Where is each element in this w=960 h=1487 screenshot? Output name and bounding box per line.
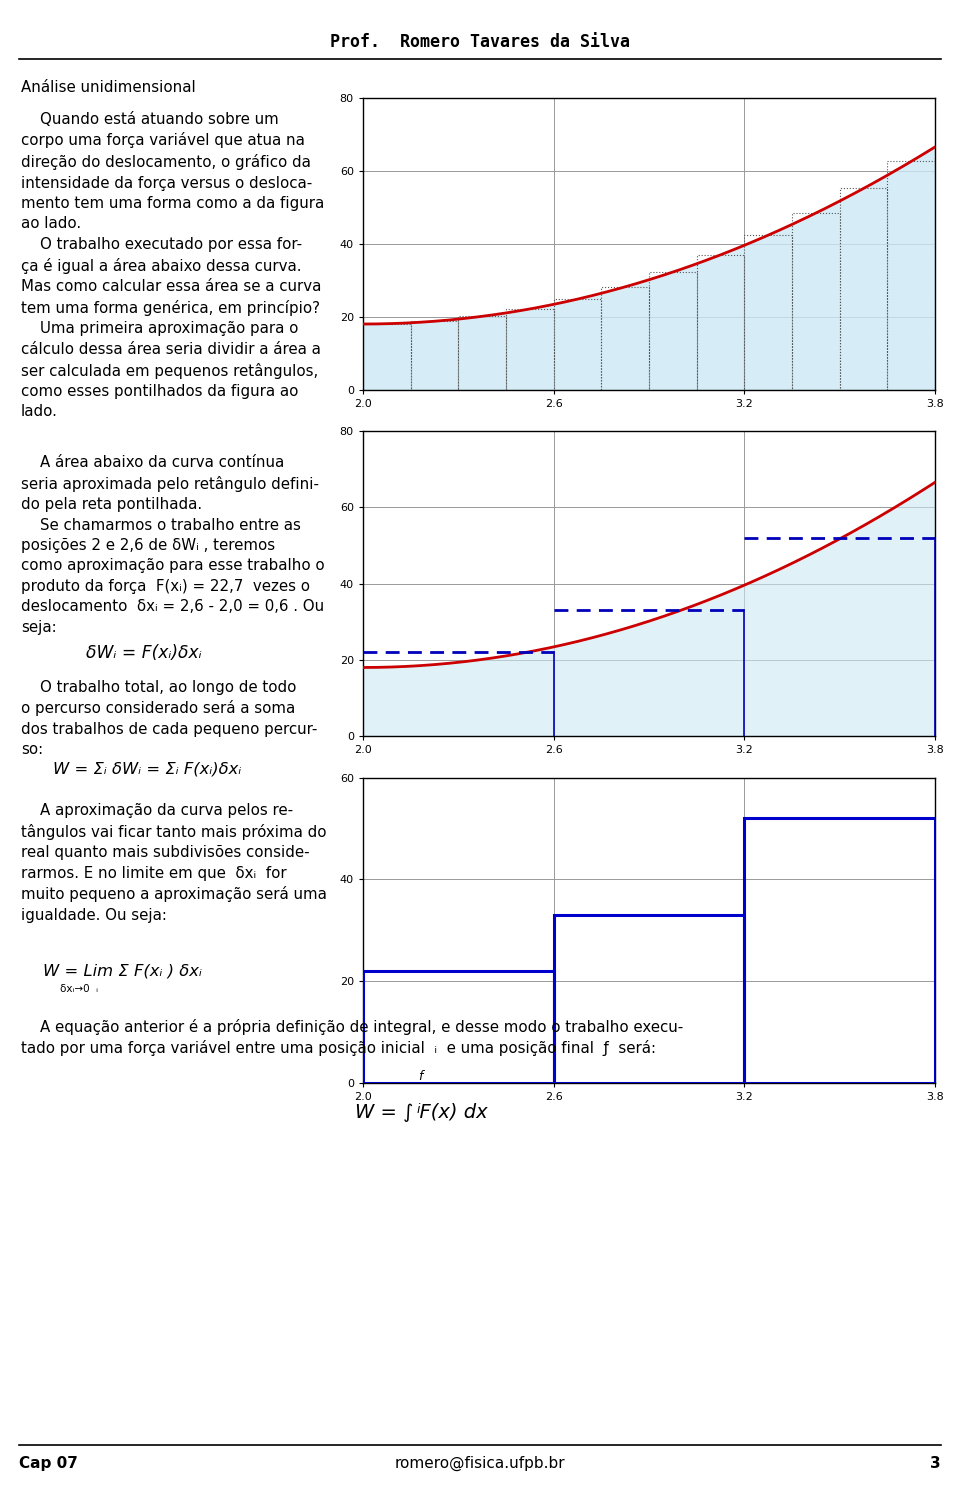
Text: δxᵢ→0  ᵢ: δxᵢ→0 ᵢ xyxy=(60,984,98,995)
Text: W = ∫ F(x) dx: W = ∫ F(x) dx xyxy=(355,1103,488,1123)
Bar xyxy=(840,189,887,390)
Bar xyxy=(649,272,697,390)
Text: W = Lim Σ F(xᵢ ) δxᵢ: W = Lim Σ F(xᵢ ) δxᵢ xyxy=(43,964,202,978)
Text: Análise unidimensional: Análise unidimensional xyxy=(21,80,196,95)
Bar xyxy=(506,309,554,390)
Text: i: i xyxy=(417,1103,420,1117)
Bar xyxy=(554,915,744,1083)
Text: δWᵢ = F(xᵢ)δxᵢ: δWᵢ = F(xᵢ)δxᵢ xyxy=(86,644,202,662)
Text: O trabalho total, ao longo de todo
o percurso considerado será a soma
dos trabal: O trabalho total, ao longo de todo o per… xyxy=(21,680,318,757)
Text: Prof.  Romero Tavares da Silva: Prof. Romero Tavares da Silva xyxy=(330,33,630,51)
Bar xyxy=(363,324,411,390)
Text: A área abaixo da curva contínua
seria aproximada pelo retângulo defini-
do pela : A área abaixo da curva contínua seria ap… xyxy=(21,455,324,635)
Bar xyxy=(458,317,506,390)
Bar xyxy=(363,971,554,1083)
Bar xyxy=(554,299,601,390)
Text: W = Σᵢ δWᵢ = Σᵢ F(xᵢ)δxᵢ: W = Σᵢ δWᵢ = Σᵢ F(xᵢ)δxᵢ xyxy=(53,761,241,776)
Text: f: f xyxy=(419,1069,423,1083)
Text: 3: 3 xyxy=(930,1456,941,1471)
Text: Quando está atuando sobre um
corpo uma força variável que atua na
direção do des: Quando está atuando sobre um corpo uma f… xyxy=(21,112,324,419)
Bar xyxy=(792,213,840,390)
Bar xyxy=(744,818,935,1083)
Bar xyxy=(887,162,935,390)
Text: romero@fisica.ufpb.br: romero@fisica.ufpb.br xyxy=(395,1456,565,1471)
Text: A equação anterior é a própria definição de integral, e desse modo o trabalho ex: A equação anterior é a própria definição… xyxy=(21,1019,684,1056)
Text: A aproximação da curva pelos re-
tângulos vai ficar tanto mais próxima do
real q: A aproximação da curva pelos re- tângulo… xyxy=(21,803,327,923)
Bar xyxy=(697,254,744,390)
Text: Cap 07: Cap 07 xyxy=(19,1456,78,1471)
Bar xyxy=(411,321,458,390)
Bar xyxy=(601,287,649,390)
Bar xyxy=(744,235,792,390)
